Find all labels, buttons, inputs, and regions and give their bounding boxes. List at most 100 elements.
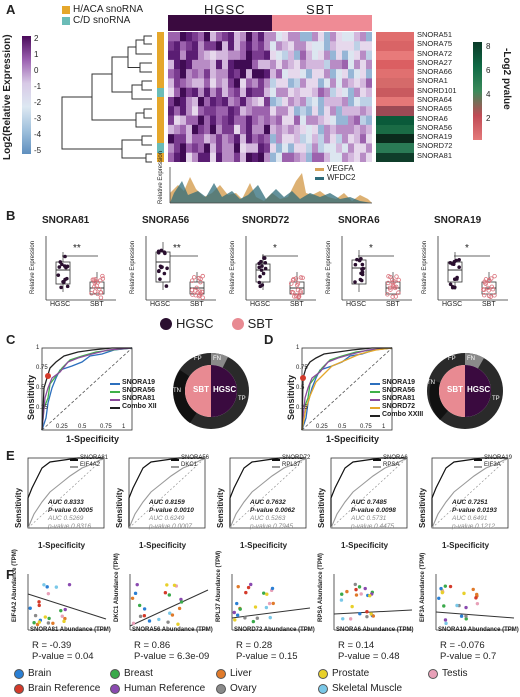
heatmap-cell [282, 87, 289, 98]
roc-auc2: AUC 0.5263 [250, 515, 286, 522]
profile-legend-wfdc2: WFDC2 [327, 173, 356, 182]
gene-label: SNORA19 [417, 132, 453, 142]
donut-d-tn: TN [427, 380, 435, 386]
roc-legend-swatch [110, 391, 120, 393]
x-tick-sbt: SBT [90, 301, 104, 308]
heatmap-cell [294, 87, 301, 98]
gene-label: SNORA56 [417, 122, 453, 132]
roc-p1: P-value 0.0193 [452, 507, 497, 514]
heatmap-cell [342, 87, 349, 98]
heatmap-cell [306, 97, 313, 107]
heatmap-cell [186, 143, 193, 154]
heatmap-cell [222, 32, 229, 42]
heatmap-cell [366, 87, 372, 98]
significance-marker: * [273, 243, 277, 254]
scatter-xlabel: SNORA19 Abundance (TPM) [438, 627, 519, 633]
heatmap-cell [204, 41, 211, 51]
legend-swatch-haca [62, 6, 70, 14]
roc-p2: p-value 0.0007 [149, 523, 193, 530]
heatmap-cell [342, 69, 349, 79]
roc-auc1: AUC 0.8333 [48, 499, 84, 506]
tissue-legend-dot [318, 669, 328, 679]
heatmap-cell [222, 41, 229, 51]
heatmap-cell [198, 41, 205, 51]
heatmap-cell [216, 115, 223, 126]
heatmap-cell [276, 152, 283, 162]
heatmap-cell [312, 78, 319, 89]
sbt-legend-label: SBT [247, 316, 273, 331]
roc-p1: P-value 0.0010 [149, 507, 194, 514]
heatmap-cell [336, 124, 343, 135]
boxplot-title: SNORA81 [42, 215, 90, 226]
heatmap-cell [324, 59, 331, 70]
heatmap-cell [348, 69, 355, 79]
scatter-ylabel: RPSA Abundance (TPM) [318, 553, 324, 622]
heatmap-cell [288, 97, 295, 107]
scatter-xlabel: SNORA81 Abundance (TPM) [30, 627, 111, 633]
heatmap-cell [216, 143, 223, 154]
roc-plot [27, 457, 105, 529]
heatmap-cell [270, 69, 277, 79]
heatmap-cell [240, 59, 247, 70]
tissue-legend-label: Breast [124, 668, 153, 679]
gene-label: SNORA51 [417, 30, 453, 39]
profile-ylabel: Relative Expression [158, 150, 164, 204]
heatmap-cell [294, 41, 301, 51]
heatmap-cell [294, 152, 301, 162]
heatmap-cell [324, 97, 331, 107]
heatmap-cell [294, 59, 301, 70]
heatmap-cell [270, 32, 277, 42]
heatmap-cell [246, 143, 253, 154]
pvalue-cell [376, 97, 414, 107]
heatmap-cell [312, 32, 319, 42]
heatmap-cell [330, 87, 337, 98]
heatmap-cell [234, 152, 241, 162]
heatmap-cell [192, 106, 199, 116]
scatter-plot [333, 574, 413, 631]
gene-type-cell [157, 106, 164, 116]
gene-label: SNORD72 [417, 141, 453, 151]
donut-d-sbt: SBT [447, 385, 463, 394]
heatmap-cell [348, 41, 355, 51]
heatmap-cell [282, 106, 289, 116]
heatmap-cell [168, 134, 175, 144]
heatmap-cell [342, 134, 349, 144]
heatmap-cell [312, 143, 319, 154]
heatmap-cell [192, 115, 199, 126]
boxplot-title: SNORD72 [242, 215, 290, 226]
tissue-legend-dot [318, 684, 328, 694]
heatmap-cell [360, 50, 367, 61]
heatmap-cell [174, 41, 181, 51]
heatmap-cell [330, 115, 337, 126]
heatmap-cell [300, 41, 307, 51]
heatmap-cell [174, 115, 181, 126]
x-tick-hgsc: HGSC [346, 301, 367, 308]
roc-ylabel: Sensitivity [418, 487, 427, 528]
heatmap-cell [180, 78, 187, 89]
roc-p2: p-value 0.1212 [452, 523, 496, 530]
heatmap-cell [204, 87, 211, 98]
heatmap-cell [264, 143, 271, 154]
heatmap-cell [288, 78, 295, 89]
heatmap-cell [234, 69, 241, 79]
heatmap-cell [198, 59, 205, 70]
heatmap-cell [186, 115, 193, 126]
heatmap-cell [258, 134, 265, 144]
roc-ytick: 0.5 [36, 385, 45, 391]
roc-p1: P-value 0.0005 [48, 507, 93, 514]
heatmap-cell [324, 69, 331, 79]
scatter-ylabel: RPL37 Abundance (TPM) [216, 550, 222, 622]
heatmap-cell [354, 78, 361, 89]
heatmap-cell [318, 124, 325, 135]
donut-c-sbt: SBT [193, 385, 209, 394]
heatmap-cell [174, 87, 181, 98]
heatmap-cell [246, 41, 253, 51]
hgsc-header-bar [168, 15, 272, 31]
heatmap-cell [294, 143, 301, 154]
heatmap-cell [360, 41, 367, 51]
heatmap-cell [186, 69, 193, 79]
heatmap-cell [354, 152, 361, 162]
heatmap-cell [264, 134, 271, 144]
heatmap-cell [210, 97, 217, 107]
roc-xtick: 0.5 [78, 424, 87, 430]
